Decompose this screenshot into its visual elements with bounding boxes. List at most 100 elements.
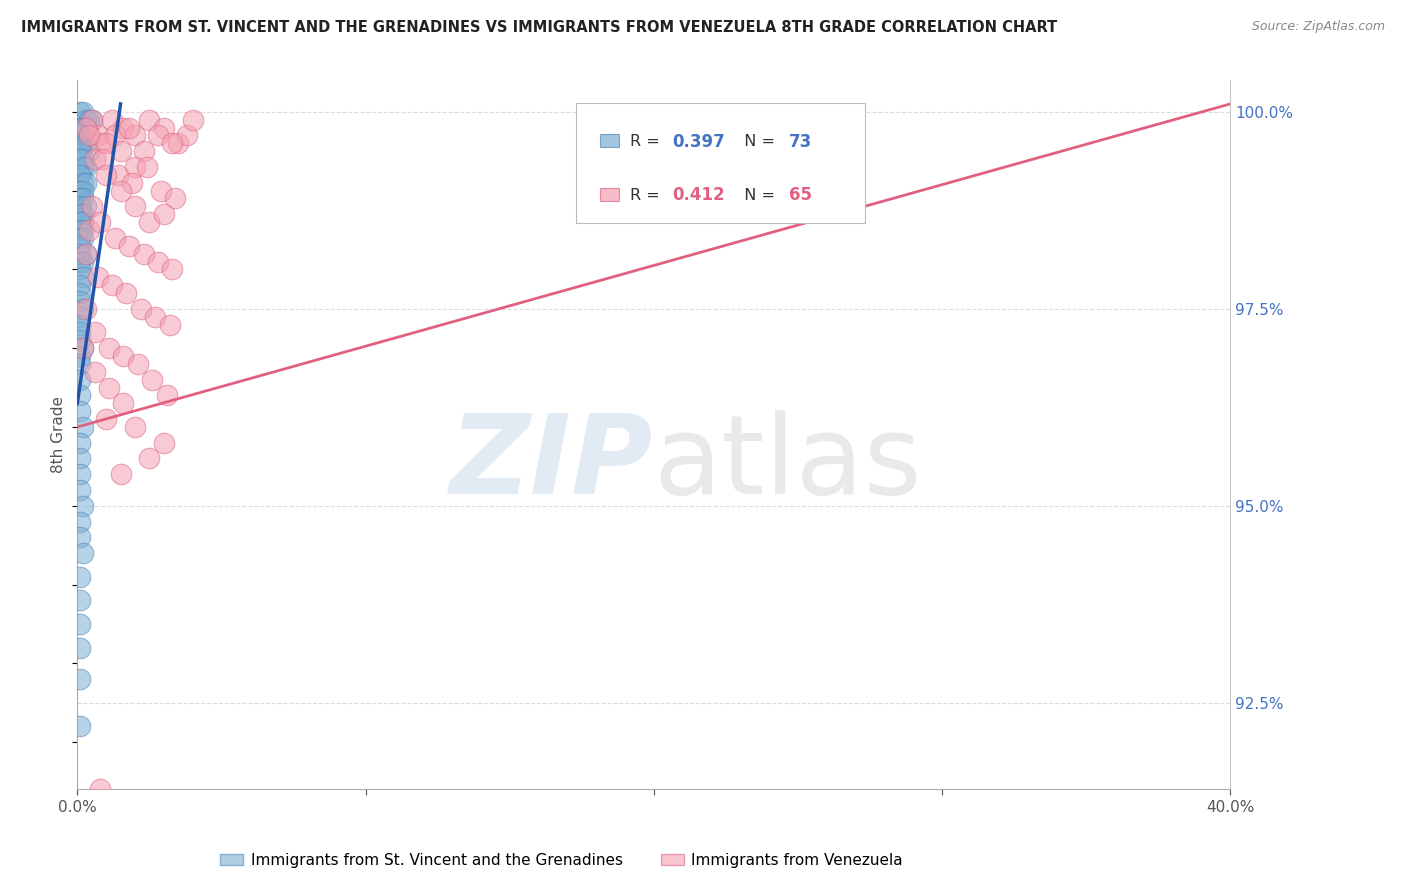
Point — [72, 231, 94, 245]
Point — [112, 396, 135, 410]
Point — [69, 719, 91, 733]
Point — [69, 184, 91, 198]
Point — [69, 569, 91, 583]
Point — [153, 207, 174, 221]
Point — [124, 420, 146, 434]
Point — [69, 104, 91, 119]
Point — [75, 246, 97, 260]
Point — [149, 184, 172, 198]
Point — [181, 112, 204, 127]
Point — [72, 341, 94, 355]
Point — [159, 318, 181, 332]
Point — [83, 152, 105, 166]
Point — [69, 318, 91, 332]
Point — [124, 199, 146, 213]
Point — [101, 112, 124, 127]
Point — [77, 128, 100, 143]
Point — [118, 120, 141, 135]
Point — [165, 191, 187, 205]
Point — [69, 388, 91, 402]
Point — [69, 254, 91, 268]
Point — [69, 616, 91, 631]
Point — [69, 293, 91, 308]
Point — [69, 285, 91, 300]
Point — [69, 373, 91, 387]
Point — [69, 191, 91, 205]
Point — [69, 199, 91, 213]
Point — [69, 120, 91, 135]
Point — [69, 530, 91, 544]
Point — [69, 144, 91, 158]
Point — [69, 168, 91, 182]
Point — [75, 176, 97, 190]
Point — [69, 239, 91, 253]
Point — [153, 120, 174, 135]
Point — [129, 301, 152, 316]
Point — [89, 215, 111, 229]
Point — [69, 672, 91, 686]
Point — [110, 144, 132, 158]
Point — [77, 144, 100, 158]
Point — [69, 262, 91, 277]
Point — [124, 160, 146, 174]
Point — [156, 388, 179, 402]
Point — [75, 199, 97, 213]
Point — [69, 246, 91, 260]
Point — [75, 136, 97, 151]
Point — [135, 160, 157, 174]
Point — [121, 176, 143, 190]
Point — [96, 136, 118, 151]
Point — [146, 254, 169, 268]
Point — [75, 160, 97, 174]
Point — [138, 215, 160, 229]
Point — [110, 467, 132, 482]
Point — [167, 136, 190, 151]
Point — [146, 128, 169, 143]
Y-axis label: 8th Grade: 8th Grade — [51, 396, 66, 474]
Text: N =: N = — [734, 188, 780, 202]
Point — [72, 160, 94, 174]
Point — [138, 112, 160, 127]
Point — [72, 207, 94, 221]
Point — [69, 515, 91, 529]
Point — [72, 104, 94, 119]
Text: R =: R = — [630, 135, 665, 149]
Point — [110, 184, 132, 198]
Point — [75, 246, 97, 260]
Point — [72, 499, 94, 513]
Point — [86, 270, 108, 285]
Point — [176, 128, 198, 143]
Point — [69, 231, 91, 245]
Point — [141, 373, 163, 387]
Point — [72, 270, 94, 285]
Point — [107, 168, 129, 182]
Point — [98, 380, 121, 394]
Point — [153, 435, 174, 450]
Point — [132, 246, 155, 260]
Text: ZIP: ZIP — [450, 409, 654, 516]
Point — [69, 435, 91, 450]
Point — [72, 546, 94, 560]
Point — [80, 199, 103, 213]
Text: 0.412: 0.412 — [672, 186, 724, 204]
Point — [69, 467, 91, 482]
Point — [124, 128, 146, 143]
Point — [77, 112, 100, 127]
Point — [69, 404, 91, 418]
Point — [69, 593, 91, 607]
Point — [98, 341, 121, 355]
Point — [72, 223, 94, 237]
Point — [89, 782, 111, 797]
Point — [69, 349, 91, 363]
Text: 65: 65 — [789, 186, 811, 204]
Point — [72, 152, 94, 166]
Point — [72, 176, 94, 190]
Point — [72, 120, 94, 135]
Point — [69, 640, 91, 655]
Text: N =: N = — [734, 135, 780, 149]
Point — [112, 120, 135, 135]
Point — [77, 223, 100, 237]
Point — [162, 136, 184, 151]
Point — [75, 112, 97, 127]
Point — [75, 120, 97, 135]
